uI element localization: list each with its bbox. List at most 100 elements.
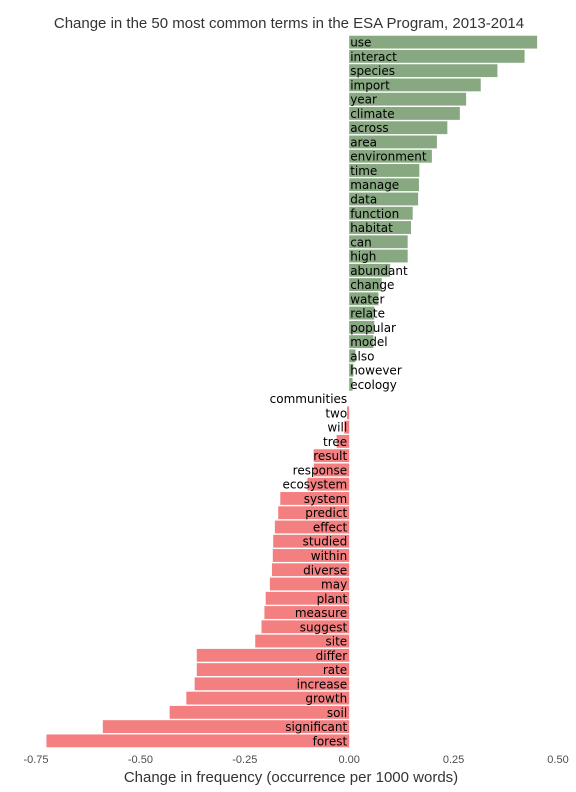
bar-ecology — [349, 377, 353, 391]
term-label-change: change — [350, 278, 394, 292]
x-tick-label: -0.25 — [232, 754, 257, 766]
term-label-manage: manage — [350, 178, 399, 192]
bar-effect — [274, 520, 350, 534]
bar-area — [349, 135, 437, 149]
term-label-ecology: ecology — [350, 378, 397, 392]
bar-import — [349, 78, 481, 92]
bar-tree — [336, 434, 350, 448]
term-label-site: site — [326, 635, 348, 649]
bar-interact — [349, 49, 525, 63]
bar-measure — [264, 606, 350, 619]
x-tick-label: 0.00 — [338, 754, 359, 766]
term-label-rate: rate — [323, 663, 347, 677]
bar-model — [349, 335, 374, 349]
term-label-area: area — [350, 135, 377, 149]
term-label-result: result — [313, 449, 347, 463]
bar-two — [347, 406, 350, 420]
term-label-significant: significant — [285, 720, 347, 734]
term-label-within: within — [311, 549, 347, 563]
term-label-however: however — [350, 364, 402, 378]
bar-water — [349, 292, 379, 306]
x-tick-label: -0.50 — [128, 754, 153, 766]
bar-result — [313, 449, 350, 463]
term-label-climate: climate — [350, 107, 394, 121]
bar-rate — [196, 663, 350, 676]
term-label-import: import — [350, 78, 390, 92]
term-label-response: response — [293, 463, 348, 477]
bar-climate — [349, 107, 460, 120]
term-label-abundant: abundant — [350, 264, 408, 278]
x-tick-label: -0.75 — [23, 754, 48, 766]
bar-year — [349, 92, 467, 106]
term-label-species: species — [350, 64, 395, 78]
bar-across — [349, 121, 448, 135]
bar-growth — [186, 691, 350, 705]
term-label-diverse: diverse — [303, 563, 347, 577]
bar-suggest — [261, 620, 350, 634]
bar-abundant — [349, 263, 391, 277]
term-label-ecosystem: ecosystem — [282, 478, 347, 492]
term-label-suggest: suggest — [300, 620, 348, 634]
term-label-will: will — [327, 421, 347, 435]
bar-forest — [46, 734, 350, 748]
term-label-use: use — [350, 36, 371, 50]
chart-title: Change in the 50 most common terms in th… — [54, 15, 524, 32]
bar-manage — [349, 178, 419, 192]
term-label-forest: forest — [313, 734, 348, 748]
term-label-model: model — [350, 335, 387, 349]
term-label-across: across — [350, 121, 388, 135]
term-label-effect: effect — [313, 520, 348, 534]
term-label-increase: increase — [297, 677, 348, 691]
bar-can — [349, 235, 408, 249]
term-label-soil: soil — [327, 706, 347, 720]
term-label-function: function — [350, 207, 399, 221]
term-label-tree: tree — [323, 435, 347, 449]
term-label-year: year — [350, 93, 377, 107]
term-label-predict: predict — [305, 506, 347, 520]
term-label-can: can — [350, 235, 372, 249]
bar-however — [349, 363, 354, 377]
term-label-system: system — [304, 492, 347, 506]
term-label-measure: measure — [295, 606, 347, 620]
term-label-also: also — [350, 349, 374, 363]
term-label-popular: popular — [350, 321, 396, 335]
bar-data — [349, 192, 419, 206]
x-axis-ticks: -0.75 -0.50 -0.25 0.00 0.25 0.50 — [23, 754, 568, 766]
bar-change — [349, 278, 382, 291]
bar-increase — [194, 677, 350, 691]
term-label-data: data — [350, 192, 377, 206]
bar-studied — [273, 534, 350, 548]
term-labels-group: useinteractspeciesimportyearclimateacros… — [270, 36, 427, 749]
bar-relate — [349, 306, 375, 320]
bar-site — [255, 634, 350, 648]
bar-time — [349, 164, 420, 177]
bar-diverse — [271, 563, 350, 577]
bar-environment — [349, 149, 432, 163]
bars-group — [46, 35, 538, 748]
bar-significant — [102, 720, 350, 734]
bar-high — [349, 249, 408, 263]
bar-popular — [349, 320, 375, 334]
term-label-habitat: habitat — [350, 221, 393, 235]
bar-use — [349, 35, 538, 49]
bar-may — [269, 577, 350, 591]
term-label-growth: growth — [305, 692, 347, 706]
term-label-differ: differ — [316, 649, 348, 663]
bar-differ — [196, 648, 350, 662]
term-label-environment: environment — [350, 150, 427, 164]
bar-ecosystem — [307, 477, 350, 491]
term-label-water: water — [350, 292, 384, 306]
term-label-may: may — [321, 578, 347, 592]
term-label-studied: studied — [303, 535, 348, 549]
bar-within — [272, 549, 350, 562]
bar-also — [349, 349, 356, 363]
term-label-relate: relate — [350, 307, 385, 321]
x-axis-label: Change in frequency (occurrence per 1000… — [124, 769, 458, 786]
bar-will — [344, 420, 350, 434]
term-label-plant: plant — [317, 592, 348, 606]
bar-predict — [278, 506, 350, 520]
bar-habitat — [349, 221, 412, 234]
bar-function — [349, 206, 413, 220]
term-label-two: two — [325, 406, 347, 420]
